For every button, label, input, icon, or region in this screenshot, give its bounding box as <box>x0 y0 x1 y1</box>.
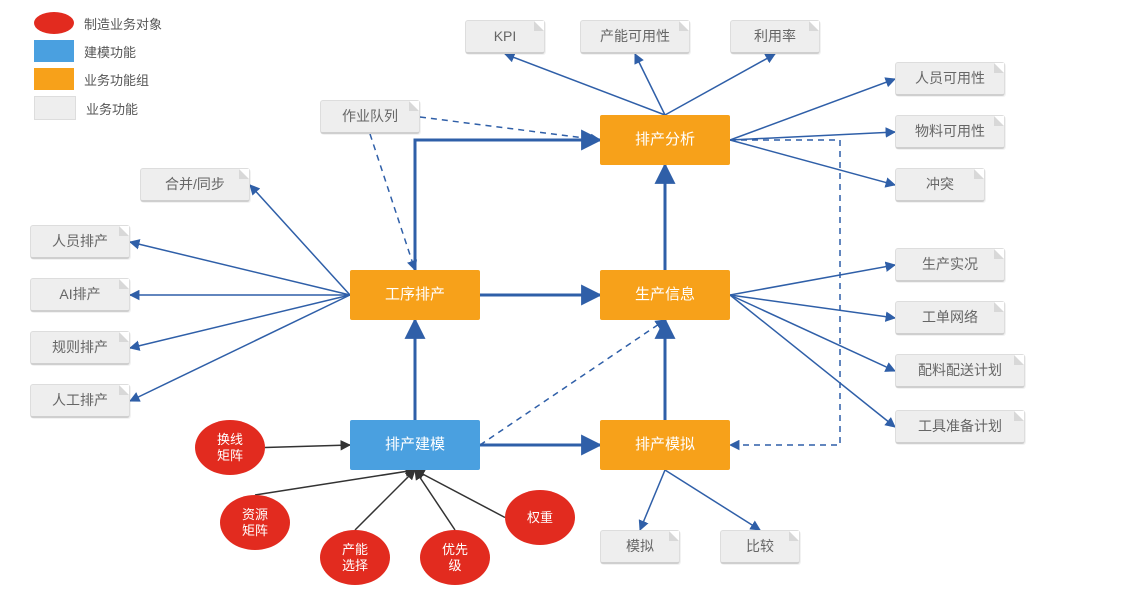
edge <box>355 470 415 530</box>
legend-label: 制造业务对象 <box>84 14 162 33</box>
node-prodstatus: 生产实况 <box>895 248 1005 282</box>
edge <box>415 470 505 518</box>
legend-swatch <box>34 68 74 90</box>
edge <box>730 265 895 295</box>
edge <box>255 470 415 495</box>
edge <box>730 295 895 427</box>
edge <box>730 132 895 140</box>
legend-swatch <box>34 40 74 62</box>
edge <box>730 140 895 185</box>
edge <box>665 54 775 115</box>
legend-item-0: 制造业务对象 <box>34 12 162 34</box>
edge <box>665 470 760 530</box>
edge <box>505 54 665 115</box>
node-compare: 比较 <box>720 530 800 564</box>
node-prodinfo: 生产信息 <box>600 270 730 320</box>
edge <box>250 185 350 295</box>
legend-item-2: 业务功能组 <box>34 68 162 90</box>
node-process: 工序排产 <box>350 270 480 320</box>
node-merge: 合并/同步 <box>140 168 250 202</box>
node-personplan: 人员排产 <box>30 225 130 259</box>
edge <box>730 295 895 318</box>
edge <box>130 295 350 401</box>
node-weight: 权重 <box>505 490 575 545</box>
legend-swatch <box>34 96 76 120</box>
node-changeover: 换线 矩阵 <box>195 420 265 475</box>
legend-item-3: 业务功能 <box>34 96 162 120</box>
diagram-canvas: 排产分析工序排产 生产信息排产建模 排产模拟 KPI 产能可用性 利用率人员可用性物料可用… <box>0 0 1124 604</box>
edge <box>730 140 840 445</box>
node-capavail: 产能可用性 <box>580 20 690 54</box>
edge <box>420 117 600 140</box>
node-ruleplan: 规则排产 <box>30 331 130 365</box>
legend-label: 业务功能 <box>86 99 138 118</box>
node-conflict: 冲突 <box>895 168 985 202</box>
edge <box>640 470 665 530</box>
node-model: 排产建模 <box>350 420 480 470</box>
node-simulate: 排产模拟 <box>600 420 730 470</box>
edge <box>730 79 895 140</box>
edge <box>415 140 600 270</box>
legend-label: 业务功能组 <box>84 70 149 89</box>
edge <box>635 54 665 115</box>
edge <box>370 134 415 270</box>
legend-label: 建模功能 <box>84 42 136 61</box>
node-jobqueue: 作业队列 <box>320 100 420 134</box>
node-kpi: KPI <box>465 20 545 54</box>
edge <box>730 295 895 371</box>
node-simul: 模拟 <box>600 530 680 564</box>
node-aiplan: AI排产 <box>30 278 130 312</box>
node-delivplan: 配料配送计划 <box>895 354 1025 388</box>
node-util: 利用率 <box>730 20 820 54</box>
edge <box>415 470 455 530</box>
node-toolplan: 工具准备计划 <box>895 410 1025 444</box>
legend-item-1: 建模功能 <box>34 40 162 62</box>
node-resource: 资源 矩阵 <box>220 495 290 550</box>
node-priority: 优先 级 <box>420 530 490 585</box>
node-capsel: 产能 选择 <box>320 530 390 585</box>
node-manualplan: 人工排产 <box>30 384 130 418</box>
edge <box>130 242 350 295</box>
node-wonet: 工单网络 <box>895 301 1005 335</box>
legend: 制造业务对象建模功能业务功能组业务功能 <box>34 12 162 126</box>
legend-swatch <box>34 12 74 34</box>
node-analysis: 排产分析 <box>600 115 730 165</box>
node-matavail: 物料可用性 <box>895 115 1005 149</box>
edge <box>130 295 350 348</box>
node-personavail: 人员可用性 <box>895 62 1005 96</box>
edge <box>265 445 350 448</box>
